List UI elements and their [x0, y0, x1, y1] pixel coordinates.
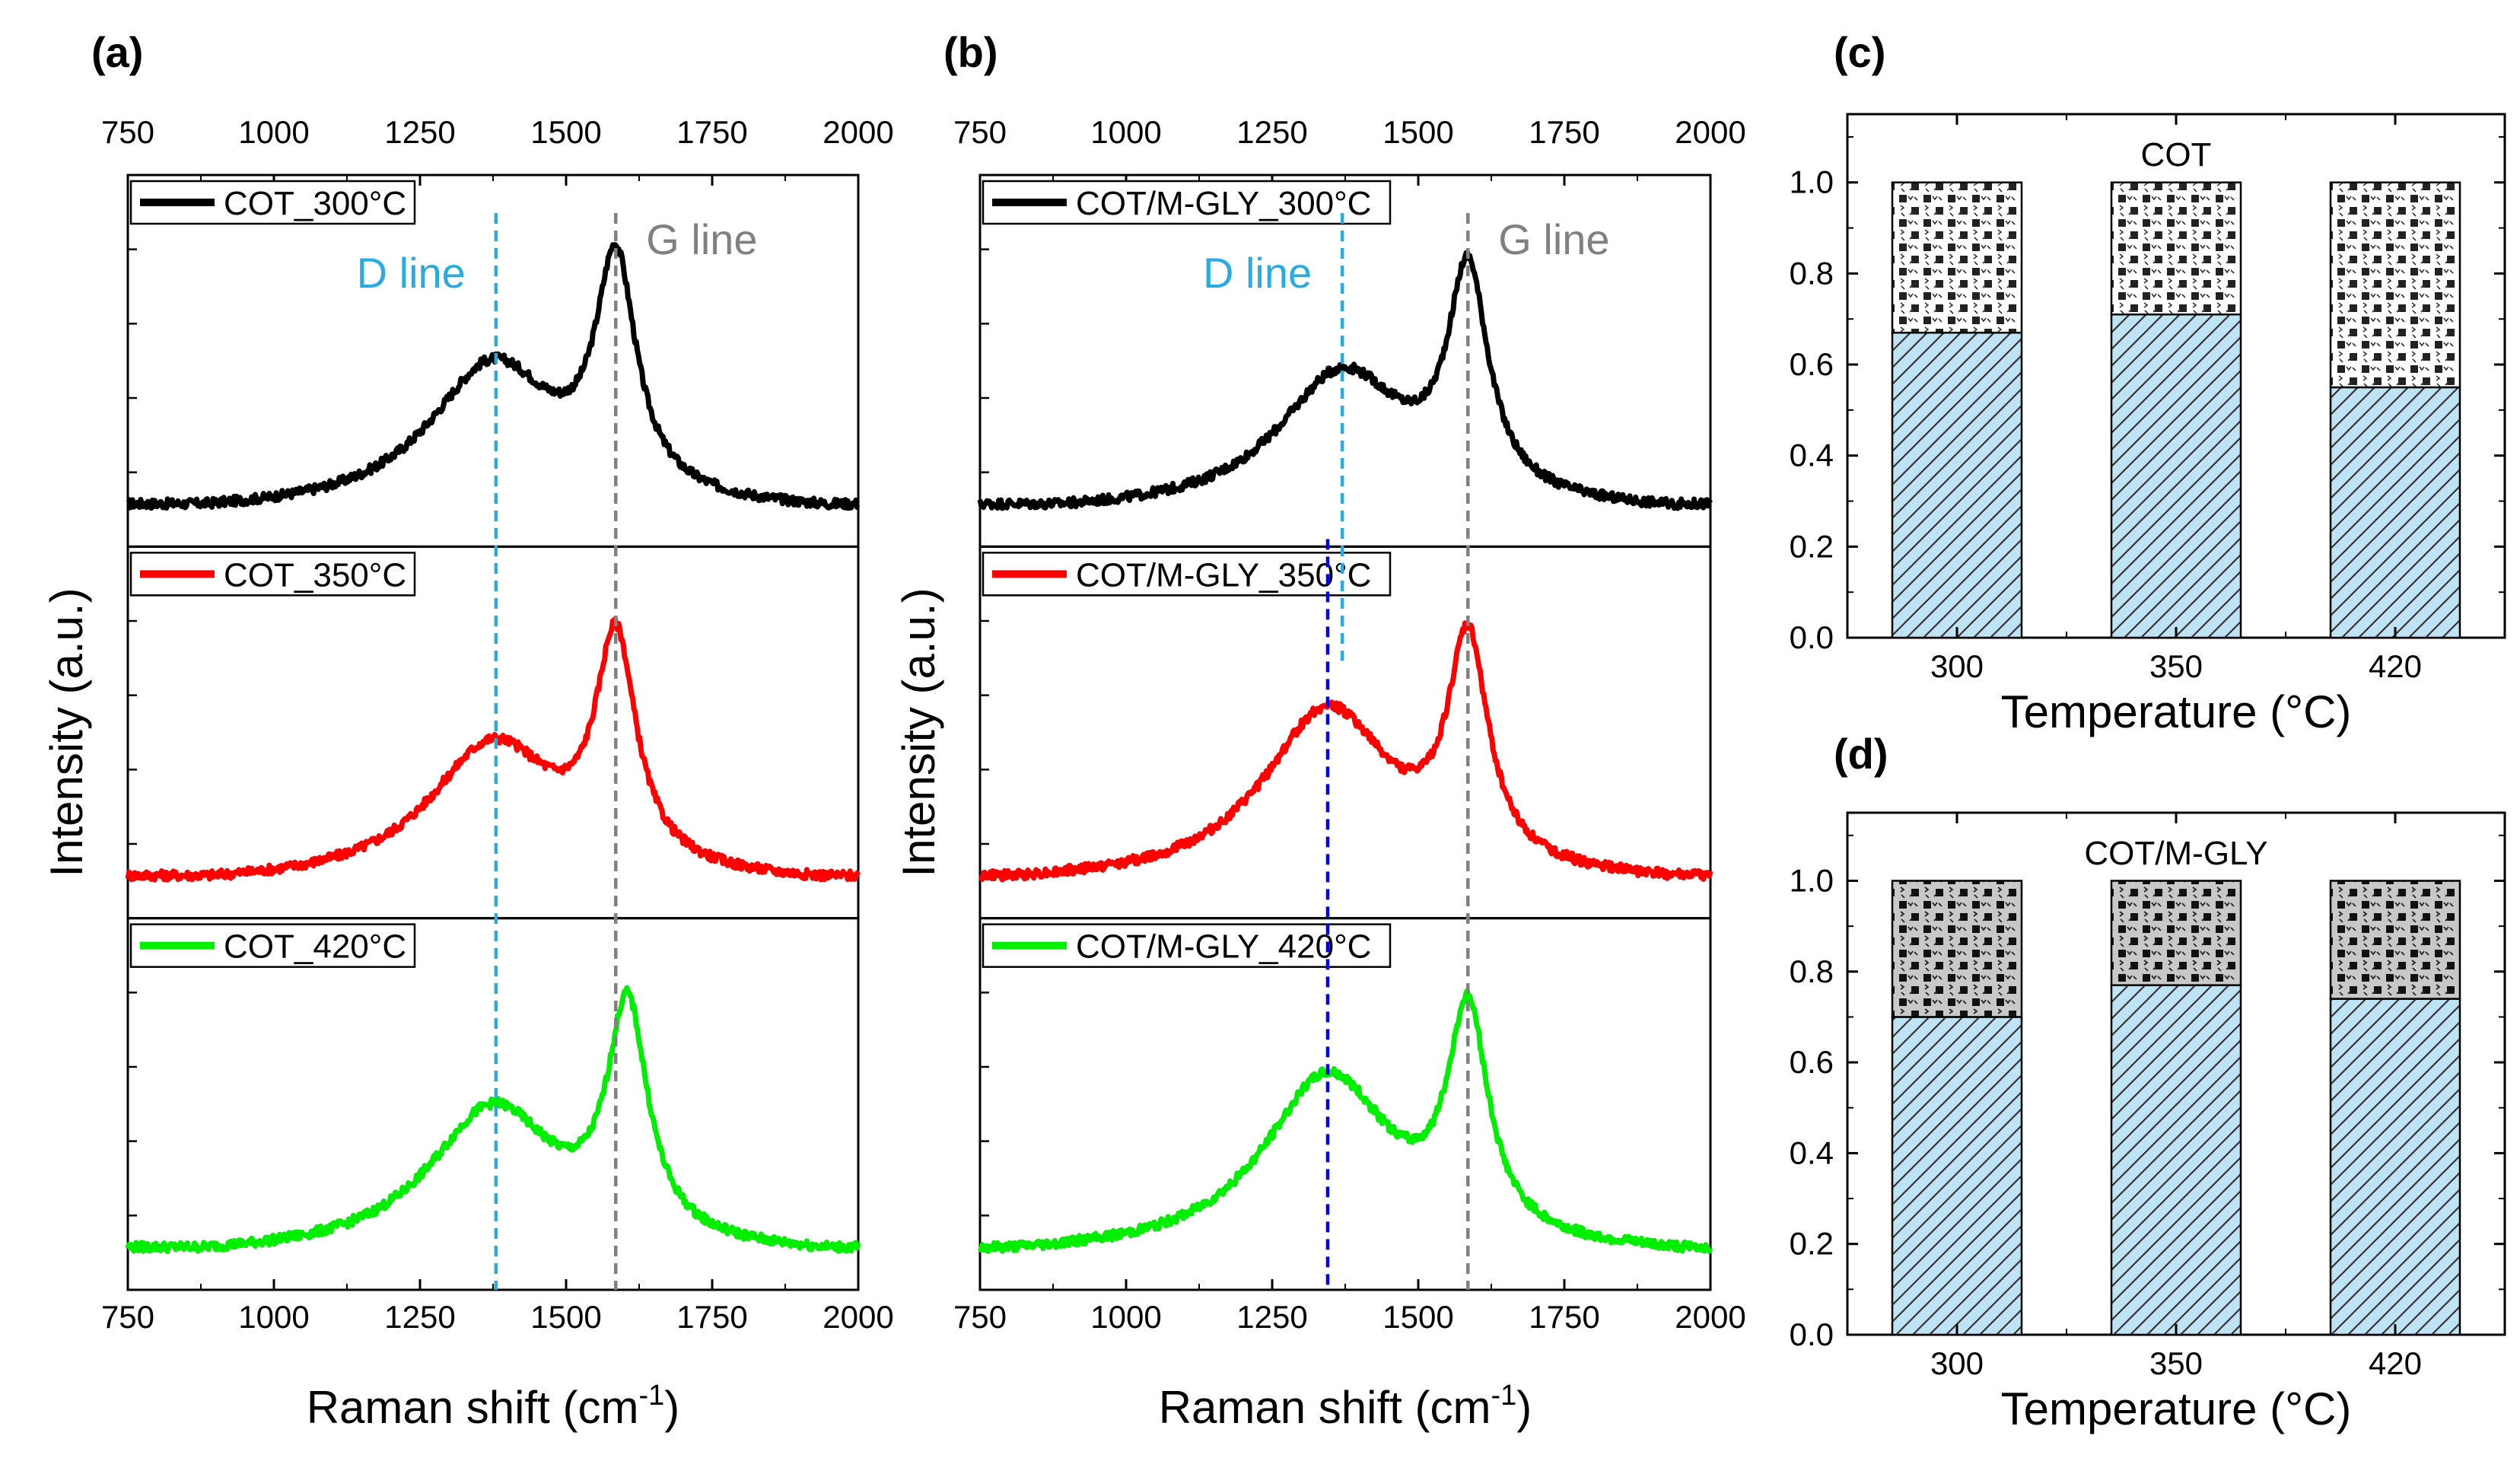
x-tick-label-300: 300 [1930, 1345, 1984, 1381]
x-tick-label-bottom: 1000 [238, 1299, 309, 1335]
y-tick-label: 1.0 [1790, 862, 1834, 898]
x-tick-label-bottom: 1750 [1529, 1299, 1599, 1335]
x-tick-label-bottom: 1250 [1236, 1299, 1307, 1335]
y-tick-label: 0.0 [1790, 1316, 1834, 1352]
bar-chart-title: COT [2141, 136, 2212, 173]
x-axis-label-close: ) [664, 1382, 679, 1433]
x-axis-label-close: ) [1516, 1382, 1532, 1433]
spectrum-curve-3 [977, 988, 1713, 1254]
legend-label-1: COT_300°C [224, 185, 406, 222]
panel-label-c: (c) [1834, 28, 1885, 76]
g-line-label: G line [1498, 215, 1609, 263]
y-tick-label: 0.4 [1790, 438, 1834, 473]
x-tick-label-top: 1000 [238, 114, 309, 150]
x-tick-label-bottom: 750 [953, 1299, 1007, 1335]
y-tick-label: 0.2 [1790, 1226, 1834, 1262]
bar-lower-420 [2329, 386, 2461, 639]
spectrum-curve-1 [126, 242, 860, 511]
bar-panel-c: 0.0 0.2 0.4 0.6 0.8 1.0 300 350 420 COT Temperatur… [1790, 113, 2506, 737]
panel-label-d: (d) [1834, 730, 1888, 778]
x-tick-label-bottom: 1500 [1382, 1299, 1453, 1335]
y-tick-label: 1.0 [1790, 164, 1834, 200]
x-tick-label-top: 1250 [384, 114, 455, 150]
bar-lower-350 [2110, 984, 2242, 1336]
legend-label-3: COT_420°C [224, 928, 406, 966]
bar-upper-420 [2329, 880, 2461, 1000]
x-tick-label-350: 350 [2149, 1345, 2203, 1381]
bar-lower-300 [1891, 1016, 2023, 1336]
x-tick-label-420: 420 [2369, 1345, 2422, 1381]
x-tick-label-bottom: 1500 [530, 1299, 601, 1335]
x-axis-label-main: Raman shift (cm [307, 1382, 639, 1433]
bar-upper-420 [2329, 181, 2461, 389]
y-axis-label: Intensity (a.u.) [41, 587, 92, 877]
x-tick-label-top: 1500 [1382, 114, 1453, 150]
d-line-label: D line [1203, 249, 1312, 297]
x-tick-label-top: 1000 [1090, 114, 1161, 150]
x-tick-label-420: 420 [2369, 648, 2422, 684]
bar-chart-title: COT/M-GLY [2084, 835, 2267, 872]
x-tick-label-top: 1250 [1236, 114, 1307, 150]
x-tick-label-bottom: 750 [101, 1299, 154, 1335]
g-line-label: G line [646, 215, 757, 263]
x-tick-label-bottom: 2000 [1675, 1299, 1745, 1335]
x-axis-label: Raman shift (cm-1) [307, 1380, 680, 1433]
bar-upper-300 [1891, 181, 2023, 334]
bar-lower-350 [2110, 313, 2242, 639]
spectrum-curve-3 [125, 985, 861, 1254]
x-tick-label-top: 2000 [822, 114, 893, 150]
spectrum-curve-1 [977, 250, 1713, 511]
x-tick-label-top: 1500 [530, 114, 601, 150]
legend-label-1: COT/M-GLY_300°C [1076, 185, 1371, 222]
bar-upper-300 [1891, 880, 2023, 1018]
y-tick-label: 0.8 [1790, 255, 1834, 291]
raman-panel-a: 750 750 1000 1000 1250 1250 1500 1500 1750 1750 20… [41, 114, 894, 1433]
x-axis-label-main: Raman shift (cm [1159, 1382, 1491, 1433]
x-tick-label-350: 350 [2149, 648, 2203, 684]
x-tick-label-top: 1750 [676, 114, 747, 150]
y-tick-label: 0.8 [1790, 953, 1834, 989]
y-axis-label: Intensity (a.u.) [893, 587, 944, 877]
subplot-frame-2 [126, 545, 860, 920]
y-tick-label: 0.6 [1790, 346, 1834, 382]
bar-lower-420 [2329, 998, 2461, 1336]
legend-box-2 [129, 552, 416, 597]
bar-x-axis-label: Temperature (°C) [2001, 1383, 2352, 1434]
raman-panel-b: 750 750 1000 1000 1250 1250 1500 1500 1750 1750 20… [893, 114, 1746, 1433]
spectrum-curve-2 [125, 616, 861, 883]
panel-label-b: (b) [943, 28, 998, 76]
x-tick-label-bottom: 2000 [822, 1299, 893, 1335]
legend-label-2: COT/M-GLY_350°C [1076, 556, 1371, 594]
x-tick-label-top: 2000 [1675, 114, 1745, 150]
bar-panel-d: 0.0 0.2 0.4 0.6 0.8 1.0 300 350 420 COT/M-GLY Temp… [1790, 811, 2506, 1434]
bar-x-axis-label: Temperature (°C) [2001, 686, 2352, 737]
y-tick-label: 0.4 [1790, 1135, 1834, 1170]
x-tick-label-300: 300 [1930, 648, 1984, 684]
x-tick-label-bottom: 1000 [1090, 1299, 1161, 1335]
legend-box-1 [982, 180, 1392, 225]
x-tick-label-bottom: 1250 [384, 1299, 455, 1335]
x-tick-label-bottom: 1750 [676, 1299, 747, 1335]
x-axis-label-sup: -1 [638, 1380, 664, 1412]
x-tick-label-top: 750 [953, 114, 1007, 150]
panel-label-a: (a) [91, 28, 143, 76]
x-tick-label-top: 1750 [1529, 114, 1599, 150]
bar-lower-300 [1891, 331, 2023, 639]
x-axis-label: Raman shift (cm-1) [1159, 1380, 1532, 1433]
y-tick-label: 0.6 [1790, 1044, 1834, 1080]
x-tick-label-top: 750 [101, 114, 154, 150]
bar-upper-350 [2110, 880, 2242, 986]
legend-label-2: COT_350°C [224, 556, 406, 594]
spectrum-curve-2 [978, 620, 1713, 883]
legend-label-3: COT/M-GLY_420°C [1076, 928, 1371, 966]
bar-upper-350 [2110, 181, 2242, 316]
y-tick-label: 0.0 [1790, 619, 1834, 655]
d-line-label: D line [357, 249, 466, 297]
x-axis-label-sup: -1 [1491, 1380, 1516, 1412]
y-tick-label: 0.2 [1790, 528, 1834, 564]
